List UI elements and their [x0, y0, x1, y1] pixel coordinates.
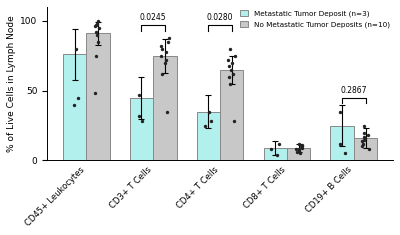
- Point: [293, 147, 299, 151]
- Point: [226, 64, 232, 67]
- Point: [94, 22, 100, 26]
- Point: [230, 72, 236, 76]
- Point: [360, 142, 366, 145]
- Point: [276, 142, 282, 145]
- Point: [359, 139, 365, 143]
- Point: [225, 75, 232, 78]
- Point: [232, 54, 238, 58]
- Point: [208, 119, 214, 123]
- Point: [165, 40, 172, 44]
- Bar: [264, 148, 287, 161]
- Point: [274, 153, 280, 157]
- Point: [94, 19, 101, 23]
- Point: [336, 110, 343, 114]
- Point: [361, 138, 368, 141]
- Bar: [130, 98, 153, 161]
- Bar: [86, 33, 110, 161]
- Point: [225, 58, 231, 62]
- Legend: Metastatic Tumor Deposit (n=3), No Metastatic Tumor Deposits (n=10): Metastatic Tumor Deposit (n=3), No Metas…: [237, 8, 393, 31]
- Point: [94, 33, 100, 37]
- Point: [70, 103, 77, 106]
- Point: [365, 133, 372, 137]
- Point: [202, 124, 208, 127]
- Point: [227, 47, 233, 51]
- Point: [299, 143, 305, 147]
- Point: [228, 68, 234, 72]
- Bar: [330, 125, 354, 161]
- Point: [158, 44, 164, 48]
- Point: [228, 61, 235, 65]
- Point: [297, 152, 303, 155]
- Point: [362, 136, 368, 140]
- Point: [231, 119, 238, 123]
- Point: [95, 40, 101, 44]
- Point: [159, 47, 166, 51]
- Point: [227, 82, 234, 86]
- Point: [361, 124, 367, 127]
- Point: [296, 142, 303, 145]
- Point: [206, 110, 212, 114]
- Point: [75, 96, 81, 100]
- Point: [296, 147, 302, 151]
- Text: 0.0245: 0.0245: [140, 13, 166, 22]
- Point: [158, 54, 164, 58]
- Bar: [354, 138, 377, 161]
- Point: [360, 135, 367, 139]
- Point: [73, 47, 80, 51]
- Point: [93, 23, 100, 27]
- Text: 0.0280: 0.0280: [207, 13, 233, 22]
- Bar: [63, 54, 86, 161]
- Point: [136, 114, 142, 118]
- Bar: [197, 112, 220, 161]
- Point: [96, 26, 102, 30]
- Point: [299, 145, 306, 148]
- Text: 0.2867: 0.2867: [341, 86, 367, 95]
- Point: [162, 50, 169, 54]
- Point: [299, 146, 306, 150]
- Point: [139, 119, 146, 123]
- Point: [166, 36, 172, 39]
- Point: [337, 142, 343, 145]
- Point: [159, 72, 166, 76]
- Point: [359, 145, 366, 148]
- Point: [294, 150, 300, 154]
- Point: [366, 147, 372, 151]
- Point: [93, 30, 100, 34]
- Point: [164, 110, 170, 114]
- Point: [298, 145, 304, 148]
- Point: [93, 54, 100, 58]
- Point: [162, 61, 168, 65]
- Point: [162, 58, 169, 62]
- Y-axis label: % of Live Cells in Lymph Node: % of Live Cells in Lymph Node: [7, 15, 16, 152]
- Bar: [220, 70, 244, 161]
- Point: [361, 131, 368, 134]
- Bar: [153, 56, 176, 161]
- Point: [92, 92, 98, 95]
- Point: [296, 149, 302, 153]
- Point: [342, 152, 348, 155]
- Point: [136, 93, 142, 97]
- Point: [92, 25, 98, 28]
- Point: [268, 147, 275, 151]
- Bar: [287, 148, 310, 161]
